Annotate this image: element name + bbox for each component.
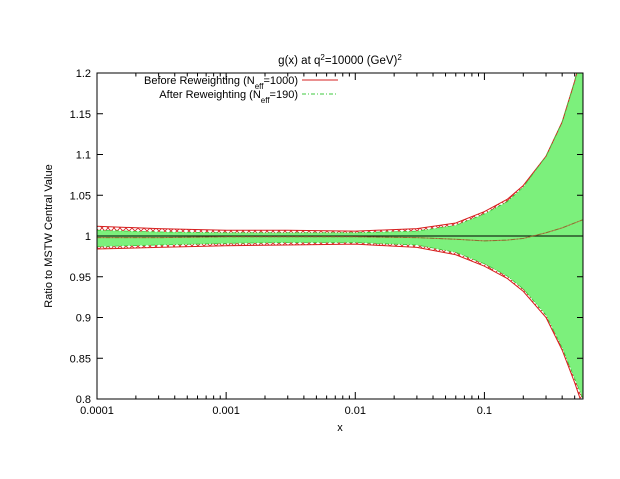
x-tick-label: 0.0001: [80, 405, 114, 417]
chart-title: g(x) at q2=10000 (GeV)2: [278, 53, 402, 68]
band-after-filled: [97, 73, 583, 399]
x-axis-label: x: [337, 422, 343, 434]
x-tick-label: 0.001: [212, 405, 240, 417]
axes: 0.8 0.85 0.9 0.95 1 1.05 1.1 1.15 1.2 0.0001 0.001…: [70, 68, 584, 417]
x-tick-label: 0.1: [477, 405, 492, 417]
after-upper-edge: [97, 73, 578, 234]
y-tick-label: 1.15: [70, 109, 91, 121]
title-sup-2: 2: [397, 53, 402, 62]
y-tick-label: 0.95: [70, 272, 91, 284]
x-tick-label: 0.01: [345, 405, 366, 417]
legend-label-before: Before Reweighting (Neff=1000): [144, 75, 298, 91]
legend-label-after: After Reweighting (Neff=190): [159, 89, 298, 105]
y-tick-label: 0.8: [76, 394, 91, 406]
before-lower-edge: [97, 243, 581, 399]
y-tick-label: 0.9: [76, 313, 91, 325]
y-tick-label: 1.1: [76, 150, 91, 162]
before-central-line: [97, 219, 583, 242]
y-tick-label: 1.05: [70, 190, 91, 202]
y-axis-label: Ratio to MSTW Central Value: [43, 164, 55, 307]
legend: Before Reweighting (Neff=1000) After Rew…: [144, 75, 338, 105]
plot-area: [97, 73, 583, 399]
y-tick-label: 1: [85, 231, 91, 243]
y-tick-label: 0.85: [70, 353, 91, 365]
y-tick-label: 1.2: [76, 68, 91, 80]
title-sup-1: 2: [320, 53, 325, 62]
after-lower-edge: [97, 242, 583, 399]
